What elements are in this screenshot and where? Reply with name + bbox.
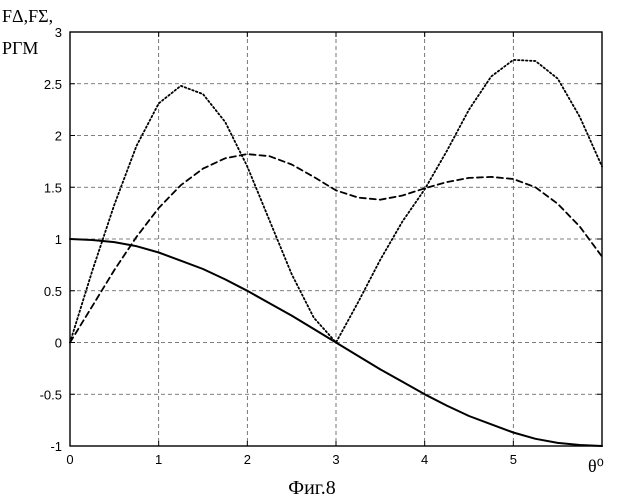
grid-lines [70, 32, 602, 446]
y-tick-label: 0.5 [44, 284, 62, 299]
y-tick-label: 2 [55, 129, 62, 144]
x-tick-label: 2 [244, 452, 251, 467]
y-tick-label: 1 [55, 232, 62, 247]
y-axis-label-line2: PΓM [2, 38, 38, 58]
y-tick-label: -0.5 [40, 387, 62, 402]
x-tick-label: 0 [66, 452, 73, 467]
y-tick-label: 1.5 [44, 180, 62, 195]
x-tick-label: 4 [421, 452, 428, 467]
x-tick-label: 3 [332, 452, 339, 467]
y-tick-label: 2.5 [44, 77, 62, 92]
x-tick-label: 1 [155, 452, 162, 467]
y-tick-label: 3 [55, 25, 62, 40]
y-tick-labels: -1 -0.5 0 0.5 1 1.5 2 2.5 3 [40, 25, 62, 454]
x-axis-label: θ⁰ [588, 456, 604, 476]
y-tick-label: 0 [55, 336, 62, 351]
x-tick-labels: 0 1 2 3 4 5 [66, 452, 517, 467]
y-tick-label: -1 [50, 439, 62, 454]
y-axis-label-line1: FΔ,FΣ, [2, 6, 53, 26]
x-tick-label: 5 [510, 452, 517, 467]
figure-caption: Фиг.8 [288, 477, 335, 499]
